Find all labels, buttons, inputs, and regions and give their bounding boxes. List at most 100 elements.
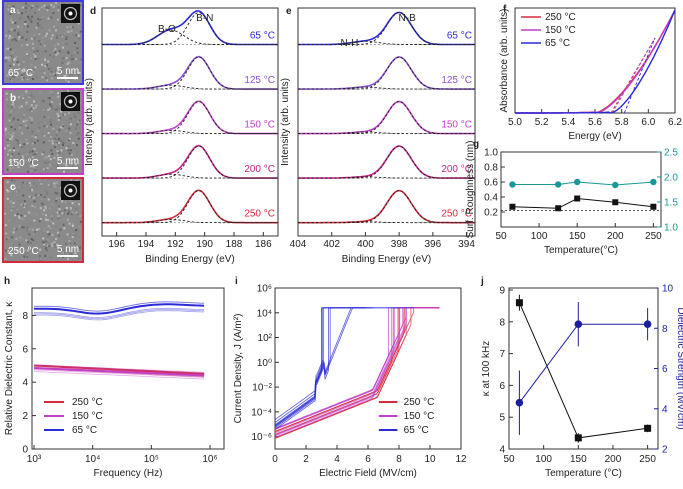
tem-noise xyxy=(48,245,51,247)
tem-noise xyxy=(5,249,8,252)
tem-noise xyxy=(42,241,45,244)
tem-noise xyxy=(4,34,7,37)
tem-noise xyxy=(37,250,40,253)
x-tick-label: 10⁶ xyxy=(202,454,217,465)
tem-noise xyxy=(53,25,56,28)
tem-noise xyxy=(34,11,36,14)
tem-noise xyxy=(6,190,9,193)
tem-noise xyxy=(25,101,28,104)
tem-noise xyxy=(29,211,32,214)
tem-noise xyxy=(70,207,72,210)
kappa-point xyxy=(644,424,652,432)
tem-noise xyxy=(41,202,43,205)
tem-noise xyxy=(60,34,62,37)
tem-noise xyxy=(71,224,74,227)
tem-noise xyxy=(54,47,57,50)
tem-noise xyxy=(62,252,64,254)
tem-noise xyxy=(25,205,27,208)
tem-noise xyxy=(59,156,62,159)
tem-noise xyxy=(40,46,43,49)
tem-noise xyxy=(66,132,69,135)
x-tick-label: 404 xyxy=(290,239,307,250)
y-axis-label: Relative Dielectric Constant, κ xyxy=(4,301,15,435)
tem-noise xyxy=(24,20,27,23)
tem-noise xyxy=(55,69,57,72)
tem-noise xyxy=(35,193,38,196)
legend-label: 65 °C xyxy=(404,425,429,436)
tem-noise xyxy=(61,57,64,60)
strength-point xyxy=(643,320,652,329)
x-axis-label: Electric Field (MV/cm) xyxy=(319,468,417,479)
tem-noise xyxy=(11,38,14,41)
y-tick-label-left: 4 xyxy=(499,445,505,456)
x-axis-label: Binding Energy (eV) xyxy=(145,254,235,265)
tem-noise xyxy=(7,30,10,33)
fit-component-minor xyxy=(102,129,278,135)
tem-noise xyxy=(30,188,33,190)
density-point xyxy=(509,181,516,188)
peak-label: N-B xyxy=(399,13,417,24)
tem-noise xyxy=(78,248,81,251)
tem-noise xyxy=(30,238,33,240)
tem-noise xyxy=(17,6,20,8)
tem-noise xyxy=(18,225,21,228)
y-axis-label-right: Dielectric Strength (MV/cm) xyxy=(675,307,683,429)
tem-noise xyxy=(72,26,74,29)
tem-noise xyxy=(20,141,23,144)
tem-noise xyxy=(17,248,20,251)
tem-noise xyxy=(44,50,47,53)
tem-noise xyxy=(32,7,35,10)
jv-curve xyxy=(274,307,402,423)
tem-noise xyxy=(36,5,39,8)
tem-noise xyxy=(54,191,57,194)
panel-letter: d xyxy=(90,6,96,17)
tem-noise xyxy=(10,236,13,239)
tem-noise xyxy=(43,125,46,128)
tem-noise xyxy=(31,228,34,231)
tem-noise xyxy=(47,132,50,134)
tem-noise xyxy=(71,202,74,205)
tem-noise xyxy=(47,97,50,100)
tem-noise xyxy=(9,64,12,67)
tem-noise xyxy=(37,121,40,124)
tem-noise xyxy=(75,34,78,37)
x-axis-label: Temperature (°C) xyxy=(545,468,622,479)
tem-noise xyxy=(44,65,47,68)
tem-noise xyxy=(29,17,32,20)
tem-noise xyxy=(46,64,48,67)
tem-noise xyxy=(72,142,75,144)
tem-noise xyxy=(15,60,17,63)
tem-noise xyxy=(58,150,61,153)
y-tick-label-right: 10 xyxy=(662,284,674,295)
tem-noise xyxy=(45,244,48,247)
tem-noise xyxy=(32,200,35,203)
tem-noise xyxy=(31,142,34,145)
x-tick-label: 402 xyxy=(323,239,340,250)
tem-noise xyxy=(67,218,69,221)
tem-noise xyxy=(56,165,59,168)
tem-noise xyxy=(22,73,25,75)
axes-frame xyxy=(297,7,476,237)
tem-noise xyxy=(63,209,66,212)
tem-noise xyxy=(54,44,56,47)
diffraction-ring xyxy=(63,94,78,109)
tem-noise xyxy=(9,149,12,151)
tem-noise xyxy=(74,115,77,118)
tem-noise xyxy=(11,136,13,139)
tem-noise xyxy=(72,67,75,70)
strength-line xyxy=(519,323,648,404)
tem-noise xyxy=(12,242,15,245)
density-line xyxy=(512,181,654,186)
y-tick-label-right: 2 xyxy=(662,445,668,456)
strength-point xyxy=(515,398,524,407)
tem-noise xyxy=(42,141,45,144)
tem-noise xyxy=(18,130,21,133)
tem-noise xyxy=(77,137,80,140)
tem-noise xyxy=(79,245,82,248)
tem-noise xyxy=(43,7,46,10)
tem-noise xyxy=(30,107,33,110)
tem-noise xyxy=(18,77,21,80)
tem-noise xyxy=(6,74,9,77)
tem-noise xyxy=(53,50,56,53)
tem-noise xyxy=(56,34,59,37)
